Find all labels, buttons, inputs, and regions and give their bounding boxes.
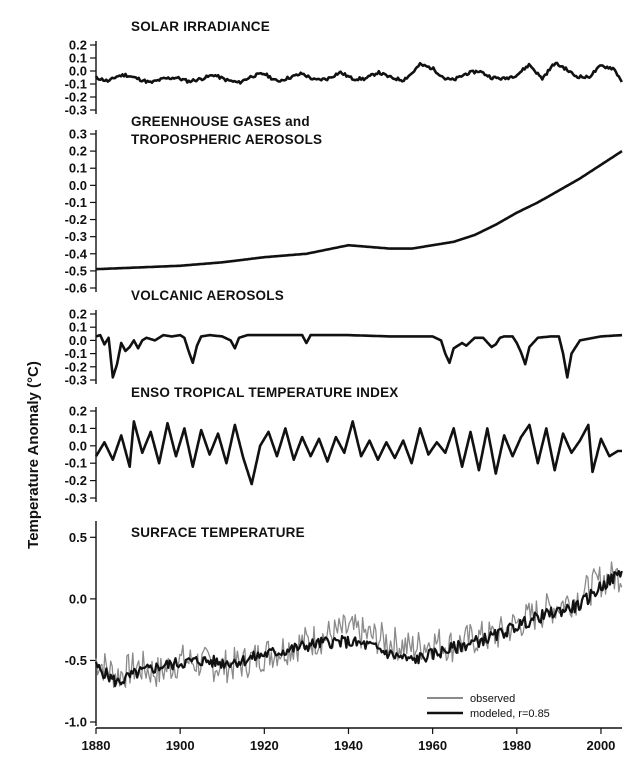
y-tick-label: -0.1 (65, 77, 87, 92)
series-line-1 (95, 333, 623, 379)
x-tick-label: 1920 (250, 738, 279, 753)
panel-1: 0.20.10.0-0.1-0.2-0.3 SOLAR IRRADIANCE (65, 19, 623, 118)
panel-title: SOLAR IRRADIANCE (131, 19, 270, 34)
panel-title: GREENHOUSE GASES and (131, 114, 310, 129)
y-tick-label: 0.0 (69, 333, 87, 348)
y-tick-label: -0.6 (65, 281, 87, 296)
y-tick-label: -0.3 (65, 103, 87, 118)
y-tick-label: -0.5 (65, 263, 87, 278)
panel-5: 0.5 0.0 -0.5 -1.0 SURFACE TEMPERATURE (65, 521, 623, 730)
y-tick-label: -0.3 (65, 373, 87, 388)
x-tick-label: 1880 (82, 738, 111, 753)
series-line-observed (95, 561, 623, 689)
x-tick-label: 1980 (502, 738, 531, 753)
y-tick-label: 0.3 (69, 127, 87, 142)
y-tick-label: 0.2 (69, 307, 87, 322)
x-tick-label: 1960 (418, 738, 447, 753)
y-tick-label: -0.5 (65, 653, 87, 668)
panel-3: 0.20.10.0-0.1-0.2-0.3 VOLCANIC AEROSOLS (65, 288, 623, 388)
y-axis-label: Temperature Anomaly (°C) (25, 361, 42, 549)
y-tick-label: 0.2 (69, 38, 87, 53)
panel-4: 0.2 0.1 0.0 -0.1 -0.2 -0.3 ENSO TROPICAL TEMPE… (65, 385, 623, 506)
series-line-modeled (94, 569, 623, 688)
legend: observed modeled, r=0.85 (427, 693, 550, 720)
y-tick-label: -0.3 (65, 491, 87, 506)
y-tick-label: -0.3 (65, 229, 87, 244)
y-tick-label: -0.2 (65, 359, 87, 374)
panel-2: 0.3 0.2 0.1 0.0 -0.1 -0.2 -0.3 -0.4 -0.5 -0.6 GREE… (65, 114, 623, 296)
panel-title: ENSO TROPICAL TEMPERATURE INDEX (131, 385, 398, 400)
panel-title: SURFACE TEMPERATURE (131, 525, 305, 540)
panel-title: VOLCANIC AEROSOLS (131, 288, 284, 303)
y-tick-label: 0.0 (69, 591, 87, 606)
y-tick-label: -0.1 (65, 346, 87, 361)
y-tick-label: 0.0 (69, 64, 87, 79)
legend-modeled-label: modeled, r=0.85 (470, 708, 550, 720)
y-tick-label: 0.1 (69, 51, 87, 66)
y-tick-label: -0.1 (65, 195, 87, 210)
y-tick-label: 0.2 (69, 404, 87, 419)
x-tick-label: 1900 (166, 738, 195, 753)
series-line-1 (95, 150, 623, 271)
y-tick-label: -0.2 (65, 473, 87, 488)
y-tick-label: 0.1 (69, 421, 87, 436)
y-tick-label: -1.0 (65, 715, 87, 730)
y-tick-label: -0.1 (65, 456, 87, 471)
series-line-1 (94, 61, 623, 85)
y-tick-label: 0.1 (69, 320, 87, 335)
x-tick-label: 2000 (586, 738, 615, 753)
panel-title: TROPOSPHERIC AEROSOLS (131, 132, 322, 147)
legend-observed-label: observed (470, 693, 515, 705)
y-tick-label: 0.0 (69, 438, 87, 453)
x-axis: 1880 1900 1920 1940 1960 1980 2000 (82, 727, 622, 753)
y-tick-label: 0.5 (69, 530, 87, 545)
y-tick-label: 0.1 (69, 161, 87, 176)
y-tick-label: -0.4 (65, 246, 88, 261)
x-tick-label: 1940 (334, 738, 363, 753)
y-tick-label: -0.2 (65, 212, 87, 227)
series-line-1 (94, 420, 623, 486)
y-tick-label: 0.2 (69, 144, 87, 159)
y-tick-label: 0.0 (69, 178, 87, 193)
y-tick-label: -0.2 (65, 90, 87, 105)
